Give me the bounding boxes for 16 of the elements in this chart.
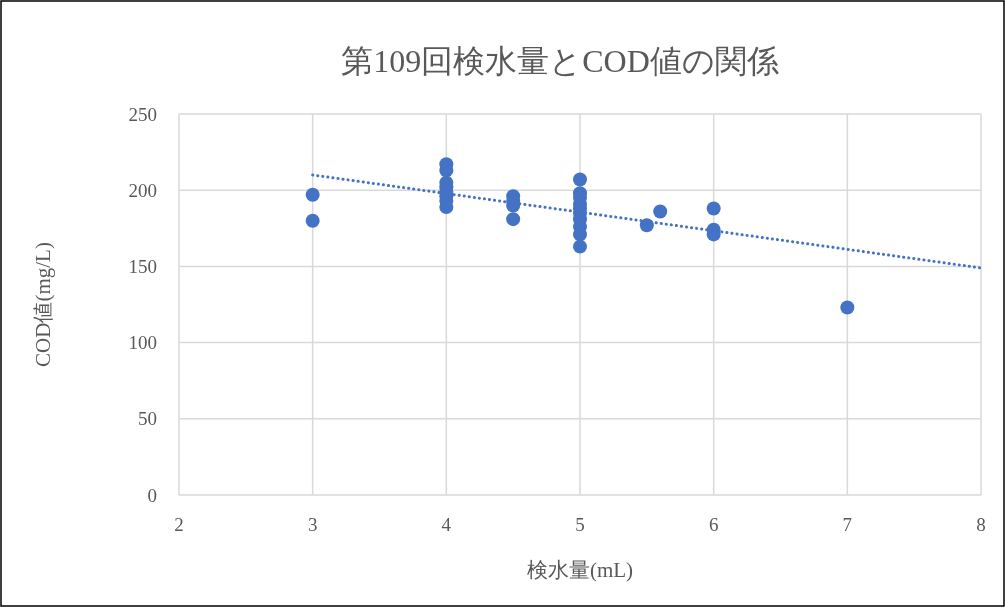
y-tick-label: 50 (138, 408, 157, 430)
x-tick-label: 8 (976, 514, 986, 535)
y-tick-label: 250 (128, 103, 157, 125)
x-axis-title: 検水量(mL) (526, 558, 634, 582)
x-tick-label: 4 (441, 514, 452, 535)
y-tick-label: 150 (128, 256, 157, 278)
x-tick-label: 7 (842, 514, 853, 535)
y-tick-label: 100 (128, 332, 157, 354)
x-tick-label: 5 (575, 514, 585, 535)
x-tick-label: 3 (307, 514, 318, 535)
chart-title: 第109回検水量とCOD値の関係 (341, 43, 779, 79)
y-tick-label: 0 (147, 484, 157, 506)
y-axis-title: COD値(mg/L) (31, 242, 55, 367)
y-tick-label: 200 (128, 179, 157, 201)
x-tick-label: 6 (708, 514, 719, 535)
x-tick-label: 2 (174, 514, 184, 535)
